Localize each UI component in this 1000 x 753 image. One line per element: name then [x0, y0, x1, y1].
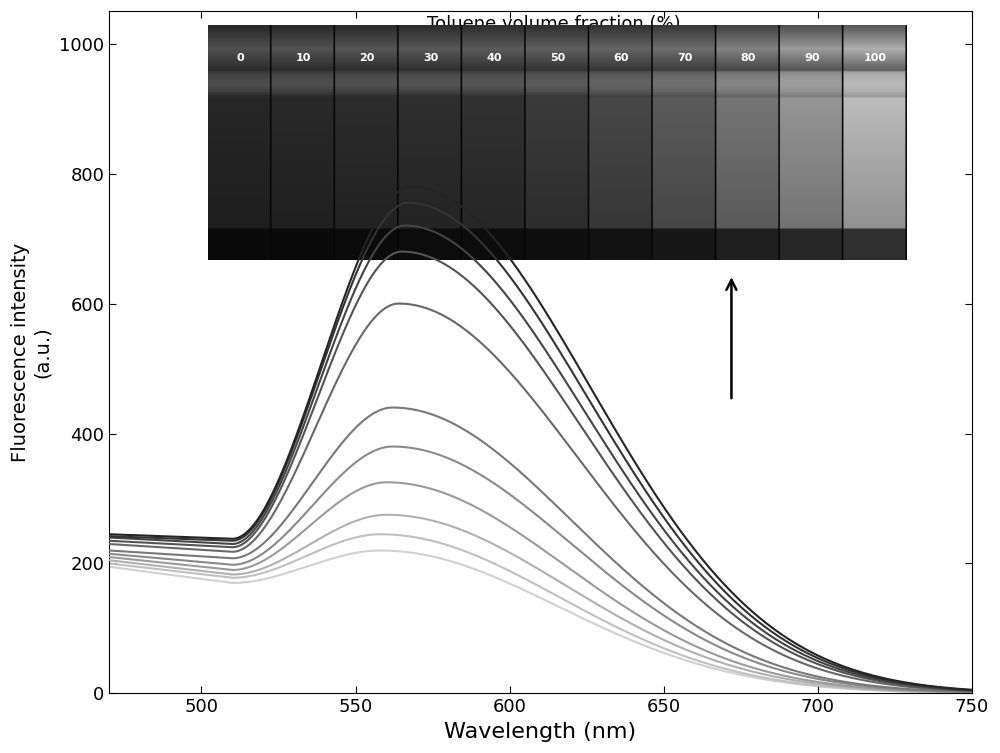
Text: Toluene volume fraction (%): Toluene volume fraction (%) [427, 14, 680, 32]
X-axis label: Wavelength (nm): Wavelength (nm) [444, 722, 636, 742]
Y-axis label: Fluorescence intensity
(a.u.): Fluorescence intensity (a.u.) [11, 242, 52, 462]
